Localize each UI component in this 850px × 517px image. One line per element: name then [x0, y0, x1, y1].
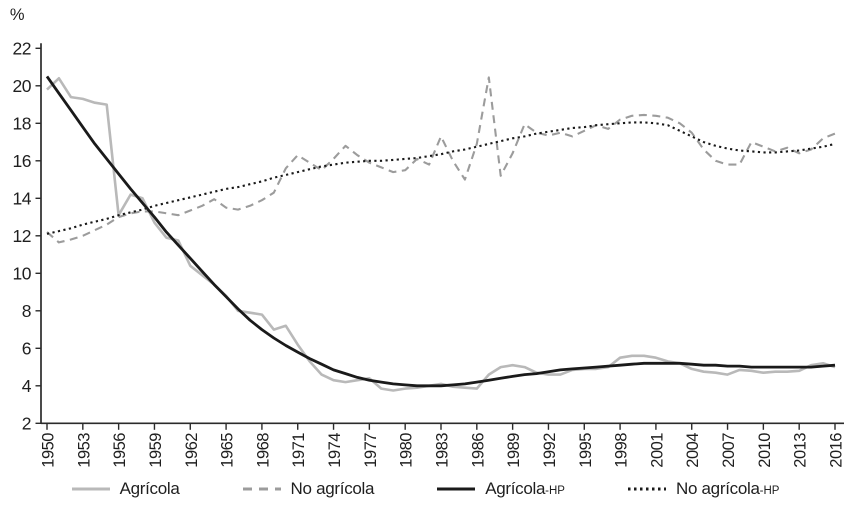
x-tick-label: 1956: [111, 433, 129, 468]
legend-line-sample-agricola: [71, 487, 110, 491]
legend-label-suffix-agricola-hp: -HP: [545, 485, 565, 497]
legend-label-suffix-no-agricola-hp: -HP: [759, 485, 780, 497]
y-tick-label: 20: [13, 76, 32, 96]
legend-item-no-agricola: No agrícola: [242, 479, 375, 499]
x-tick-label: 1974: [326, 433, 344, 468]
legend-label-agricola-hp: Agrícola-HP: [485, 479, 565, 498]
legend-item-agricola: Agrícola: [71, 479, 180, 499]
y-tick-label: 10: [13, 263, 32, 283]
y-tick-label: 4: [22, 376, 32, 396]
x-tick-label: 1995: [577, 433, 595, 468]
x-tick-label: 1962: [183, 433, 201, 468]
y-tick-label: 12: [13, 226, 31, 246]
y-tick-label: 2: [22, 413, 31, 433]
x-axis: 1950 1953 1956 1959 1962 1965 1968 1971 1974 1977…: [40, 423, 846, 468]
x-tick-label: 1983: [434, 433, 452, 468]
legend-label-agricola: Agrícola: [119, 479, 180, 498]
series-line-no-agricola: [46, 76, 836, 244]
x-tick-label: 1950: [40, 433, 58, 468]
x-tick-label: 1989: [505, 433, 523, 468]
y-tick-label: 22: [13, 38, 31, 58]
legend-line-sample-no-agricola: [242, 487, 281, 491]
series-line-no-agricola-hp: [46, 121, 836, 235]
y-tick-label: 14: [13, 188, 32, 208]
y-axis: 2 4 6 8 10 12 14 16 18 20 22%: [10, 6, 41, 433]
legend-line-sample-agricola-hp: [437, 487, 476, 491]
x-tick-label: 2016: [828, 433, 846, 468]
x-tick-label: 1959: [147, 433, 165, 468]
x-tick-label: 1992: [541, 433, 559, 468]
y-tick-label: 18: [13, 113, 31, 133]
x-tick-label: 2001: [648, 433, 666, 468]
y-tick-label: 6: [22, 338, 31, 358]
x-tick-label: 1986: [469, 433, 487, 468]
series-line-agricola-hp: [45, 75, 836, 388]
y-axis-unit-label: %: [10, 6, 25, 24]
series-line-agricola: [46, 77, 836, 392]
x-tick-label: 2010: [756, 433, 774, 468]
x-tick-label: 1998: [613, 433, 631, 468]
x-tick-label: 1971: [290, 433, 308, 468]
axes: [40, 43, 844, 425]
legend-label-no-agricola-hp: No agrícola-HP: [675, 479, 780, 498]
legend-item-agricola-hp: Agrícola-HP: [436, 479, 565, 499]
y-tick-label: 8: [22, 301, 31, 321]
legend-item-no-agricola-hp: No agrícola-HP: [627, 479, 779, 499]
legend-line-sample-no-agricola-hp: [627, 487, 666, 491]
x-tick-label: 1977: [362, 433, 380, 468]
x-tick-label: 2013: [792, 433, 810, 468]
x-tick-label: 2004: [684, 433, 702, 468]
legend-label-no-agricola: No agrícola: [290, 479, 375, 498]
x-tick-label: 1953: [75, 433, 93, 468]
x-tick-label: 2007: [720, 433, 738, 468]
x-tick-label: 1968: [254, 433, 272, 468]
x-tick-label: 1965: [219, 433, 237, 468]
x-tick-label: 1980: [398, 433, 416, 468]
y-tick-label: 16: [13, 151, 31, 171]
chart-legend: Agrícola No agrícola Agrícola-HP No agrícol…: [0, 479, 850, 499]
